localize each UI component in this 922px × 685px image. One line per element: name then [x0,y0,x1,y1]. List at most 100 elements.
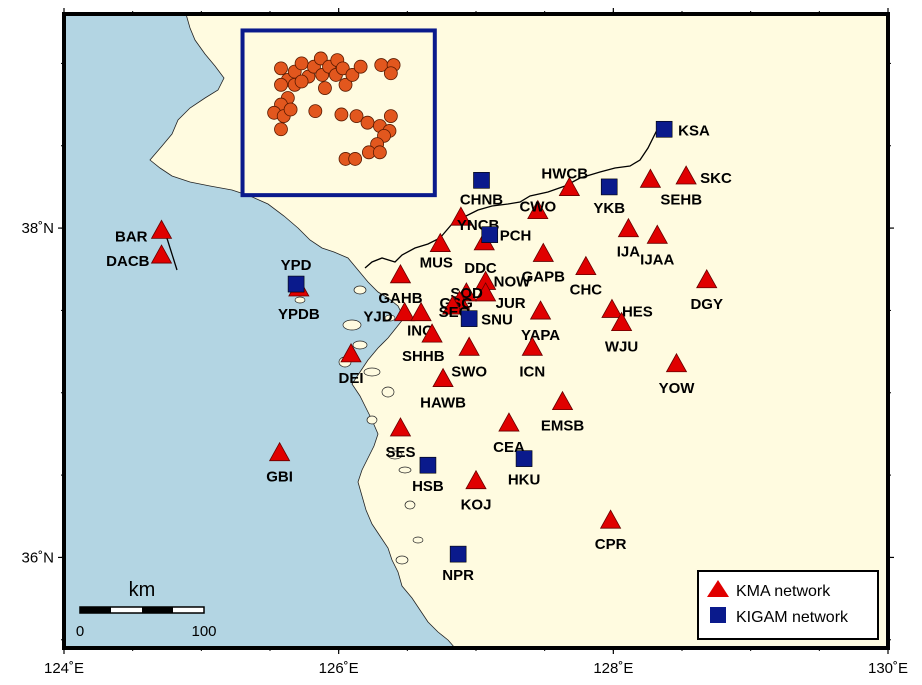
kigam-marker [449,545,467,563]
event-marker [313,51,328,66]
kigam-marker [287,275,305,293]
kma-station: CPR [595,509,627,553]
station-label: DDC [464,260,497,277]
station-label: DGY [690,296,723,313]
event-marker [294,74,309,89]
station-label: GAHB [378,290,422,307]
event-marker [349,109,364,123]
kma-station: BAR [115,219,173,245]
kma-marker [575,255,597,275]
station-label: HKU [508,472,541,489]
kma-station: CHC [570,255,603,299]
kma-marker [432,367,454,387]
x-tick-label: 124˚E [44,660,84,677]
station-label: SEHB [660,191,702,208]
station-label: YJD [363,309,392,326]
kma-marker [551,390,574,411]
kma-marker [421,323,443,343]
scale-bar-title: km [129,579,156,601]
event-marker [353,59,368,74]
station-label: IJA [617,244,641,261]
kma-marker [601,298,623,318]
station-label: HAWB [420,395,466,412]
kigam-marker [419,456,437,474]
kigam-station: YPD [281,257,312,293]
kma-station: DEI [339,343,364,387]
kma-marker [617,217,640,238]
event-marker [274,61,288,76]
legend-kigam-marker [710,607,726,623]
event-marker [383,109,398,123]
kma-station: IJAA [640,224,675,268]
station-label: CHNB [460,191,503,208]
kma-station: KOJ [461,469,491,514]
kma-station: GAHB [378,264,423,307]
kigam-station: YKB [593,178,625,217]
demarcation-line [364,123,663,269]
kigam-station: PCH [481,226,531,245]
kma-marker [527,199,549,220]
station-label: YPD [281,257,312,274]
event-marker [383,66,398,81]
x-tick-label: 126˚E [319,660,359,677]
kma-marker [610,311,633,331]
station-label: NPR [442,567,474,584]
station-label: YAPA [521,327,560,344]
station-label: KSA [678,122,710,139]
station-label: SHHB [402,348,445,365]
kma-station: WJU [605,311,638,356]
event-marker [318,81,332,96]
station-label: CHC [570,282,603,299]
station-label: SNU [481,312,513,329]
station-label: SKC [700,170,732,187]
station-label: JUR [496,295,526,312]
legend-kigam-label: KIGAM network [736,609,849,626]
kma-marker [474,282,497,302]
kma-marker [450,206,472,226]
station-label: GAPB [522,268,566,285]
kma-station: YJD [363,301,416,326]
station-label: SWO [451,363,487,380]
kma-station: DACB [106,244,173,270]
station-label: IJAA [640,251,674,268]
station-label: SES [385,444,415,461]
kma-station: DGY [690,268,723,313]
kma-marker [532,242,554,262]
station-label: WJU [605,339,638,356]
kigam-marker [460,310,478,327]
kma-station: HWCB [541,166,588,196]
legend: KMA network KIGAM network [697,570,879,640]
kma-marker [639,168,662,188]
kigam-station: NPR [442,545,474,584]
event-marker [294,56,309,71]
kma-marker [465,469,487,490]
kma-station: NOW [474,270,532,290]
station-label: YPDB [278,306,320,323]
station-label: NOW [494,273,532,290]
kma-station: MUS [420,232,453,272]
earthquake-events [267,51,401,166]
event-marker [372,145,387,160]
y-tick-label: 36˚N [21,549,54,566]
kma-station: HAWB [420,367,466,412]
kigam-marker [515,450,533,467]
kma-station: SES [385,417,415,461]
station-label: EMSB [541,418,585,435]
kma-marker [558,176,581,196]
kma-station: SKC [675,165,732,187]
station-label: HWCB [541,166,588,183]
kma-marker [393,301,416,322]
kma-marker [665,352,688,373]
islands [294,285,424,565]
kma-marker [340,343,362,363]
station-label: DEI [339,370,364,387]
kma-marker [389,417,412,437]
kma-marker [458,336,480,356]
station-label: HSB [412,478,444,495]
kma-marker [529,300,552,320]
station-label: YKB [593,200,625,217]
station-label: DACB [106,253,149,270]
station-label: MUS [420,255,453,272]
kigam-stations: KSA CHNB YKB PCH YPD SNU HSB HKU NPR [281,120,710,584]
kma-station: SWO [451,336,487,380]
